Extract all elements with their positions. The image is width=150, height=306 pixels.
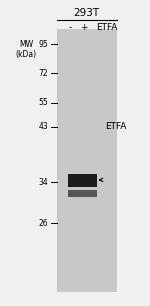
Text: 55: 55 xyxy=(38,98,48,107)
Text: 95: 95 xyxy=(38,40,48,49)
Text: MW
(kDa): MW (kDa) xyxy=(16,40,37,59)
Bar xyxy=(68,174,97,187)
Text: 293T: 293T xyxy=(73,8,99,18)
Bar xyxy=(68,190,97,197)
Text: 26: 26 xyxy=(38,219,48,228)
Text: 34: 34 xyxy=(38,177,48,187)
Text: +: + xyxy=(80,23,88,32)
Text: 72: 72 xyxy=(38,69,48,78)
Bar xyxy=(57,29,117,292)
Text: ETFA: ETFA xyxy=(96,23,117,32)
Text: ETFA: ETFA xyxy=(105,121,126,131)
Text: -: - xyxy=(69,23,72,32)
Text: 43: 43 xyxy=(38,122,48,132)
